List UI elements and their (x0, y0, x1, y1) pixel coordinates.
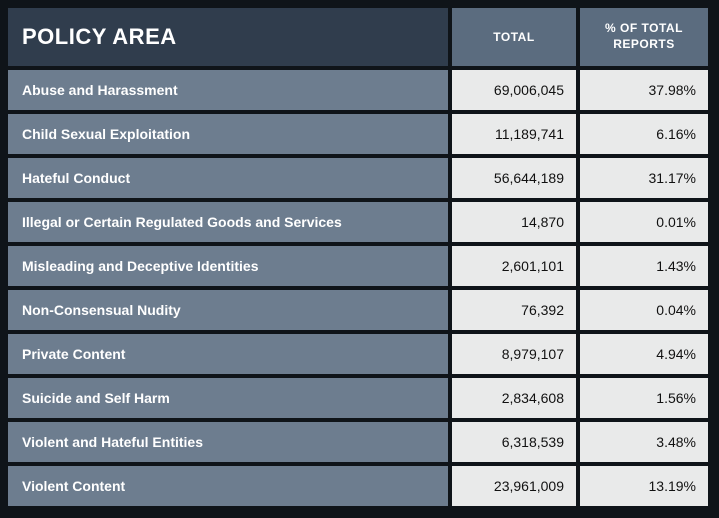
cell-pct: 1.43% (580, 246, 708, 286)
cell-total: 76,392 (452, 290, 576, 330)
cell-policy: Private Content (8, 334, 448, 374)
cell-total: 56,644,189 (452, 158, 576, 198)
cell-pct: 0.01% (580, 202, 708, 242)
cell-pct: 13.19% (580, 466, 708, 506)
policy-report-table: POLICY AREA TOTAL % OF TOTAL REPORTS Abu… (8, 8, 711, 506)
cell-pct: 6.16% (580, 114, 708, 154)
cell-total: 2,601,101 (452, 246, 576, 286)
cell-pct: 1.56% (580, 378, 708, 418)
table-row: Violent and Hateful Entities6,318,5393.4… (8, 422, 711, 462)
table-header-row: POLICY AREA TOTAL % OF TOTAL REPORTS (8, 8, 711, 66)
cell-pct: 4.94% (580, 334, 708, 374)
col-header-total: TOTAL (452, 8, 576, 66)
cell-pct: 0.04% (580, 290, 708, 330)
cell-total: 14,870 (452, 202, 576, 242)
table-row: Hateful Conduct56,644,18931.17% (8, 158, 711, 198)
cell-total: 2,834,608 (452, 378, 576, 418)
table-row: Illegal or Certain Regulated Goods and S… (8, 202, 711, 242)
cell-policy: Misleading and Deceptive Identities (8, 246, 448, 286)
cell-total: 69,006,045 (452, 70, 576, 110)
col-header-pct: % OF TOTAL REPORTS (580, 8, 708, 66)
cell-total: 23,961,009 (452, 466, 576, 506)
cell-total: 8,979,107 (452, 334, 576, 374)
col-header-policy: POLICY AREA (8, 8, 448, 66)
cell-total: 6,318,539 (452, 422, 576, 462)
cell-policy: Non-Consensual Nudity (8, 290, 448, 330)
cell-policy: Suicide and Self Harm (8, 378, 448, 418)
table-row: Abuse and Harassment69,006,04537.98% (8, 70, 711, 110)
cell-policy: Abuse and Harassment (8, 70, 448, 110)
cell-policy: Violent Content (8, 466, 448, 506)
cell-pct: 3.48% (580, 422, 708, 462)
table-row: Violent Content23,961,00913.19% (8, 466, 711, 506)
cell-pct: 31.17% (580, 158, 708, 198)
cell-policy: Violent and Hateful Entities (8, 422, 448, 462)
table-row: Private Content8,979,1074.94% (8, 334, 711, 374)
cell-policy: Hateful Conduct (8, 158, 448, 198)
cell-policy: Child Sexual Exploitation (8, 114, 448, 154)
cell-policy: Illegal or Certain Regulated Goods and S… (8, 202, 448, 242)
table-row: Child Sexual Exploitation11,189,7416.16% (8, 114, 711, 154)
table-row: Misleading and Deceptive Identities2,601… (8, 246, 711, 286)
table-row: Suicide and Self Harm2,834,6081.56% (8, 378, 711, 418)
table-row: Non-Consensual Nudity76,3920.04% (8, 290, 711, 330)
cell-total: 11,189,741 (452, 114, 576, 154)
cell-pct: 37.98% (580, 70, 708, 110)
